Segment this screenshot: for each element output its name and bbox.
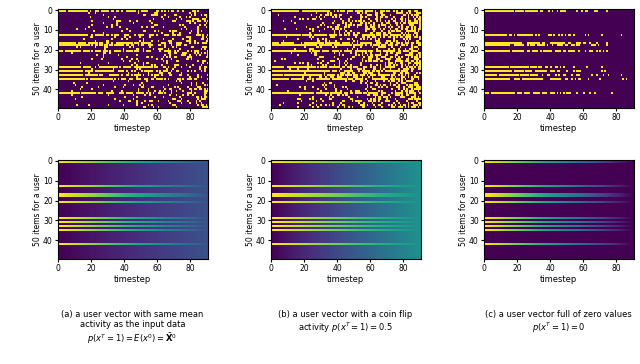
X-axis label: timestep: timestep: [540, 275, 577, 284]
Text: (b) a user vector with a coin flip
activity $p(x^T=1) = 0.5$: (b) a user vector with a coin flip activ…: [278, 310, 413, 335]
Y-axis label: 50 items for a user: 50 items for a user: [246, 173, 255, 246]
X-axis label: timestep: timestep: [327, 275, 364, 284]
Y-axis label: 50 items for a user: 50 items for a user: [33, 22, 42, 95]
Y-axis label: 50 items for a user: 50 items for a user: [246, 22, 255, 95]
Y-axis label: 50 items for a user: 50 items for a user: [33, 173, 42, 246]
Text: (c) a user vector full of zero values
$p(x^T=1) = 0$: (c) a user vector full of zero values $p…: [485, 310, 632, 335]
X-axis label: timestep: timestep: [114, 275, 151, 284]
X-axis label: timestep: timestep: [114, 124, 151, 133]
X-axis label: timestep: timestep: [327, 124, 364, 133]
Text: (a) a user vector with same mean
activity as the input data
$p(x^T=1) = E(x^0) =: (a) a user vector with same mean activit…: [61, 310, 204, 346]
X-axis label: timestep: timestep: [540, 124, 577, 133]
Y-axis label: 50 items for a user: 50 items for a user: [459, 22, 468, 95]
Y-axis label: 50 items for a user: 50 items for a user: [459, 173, 468, 246]
